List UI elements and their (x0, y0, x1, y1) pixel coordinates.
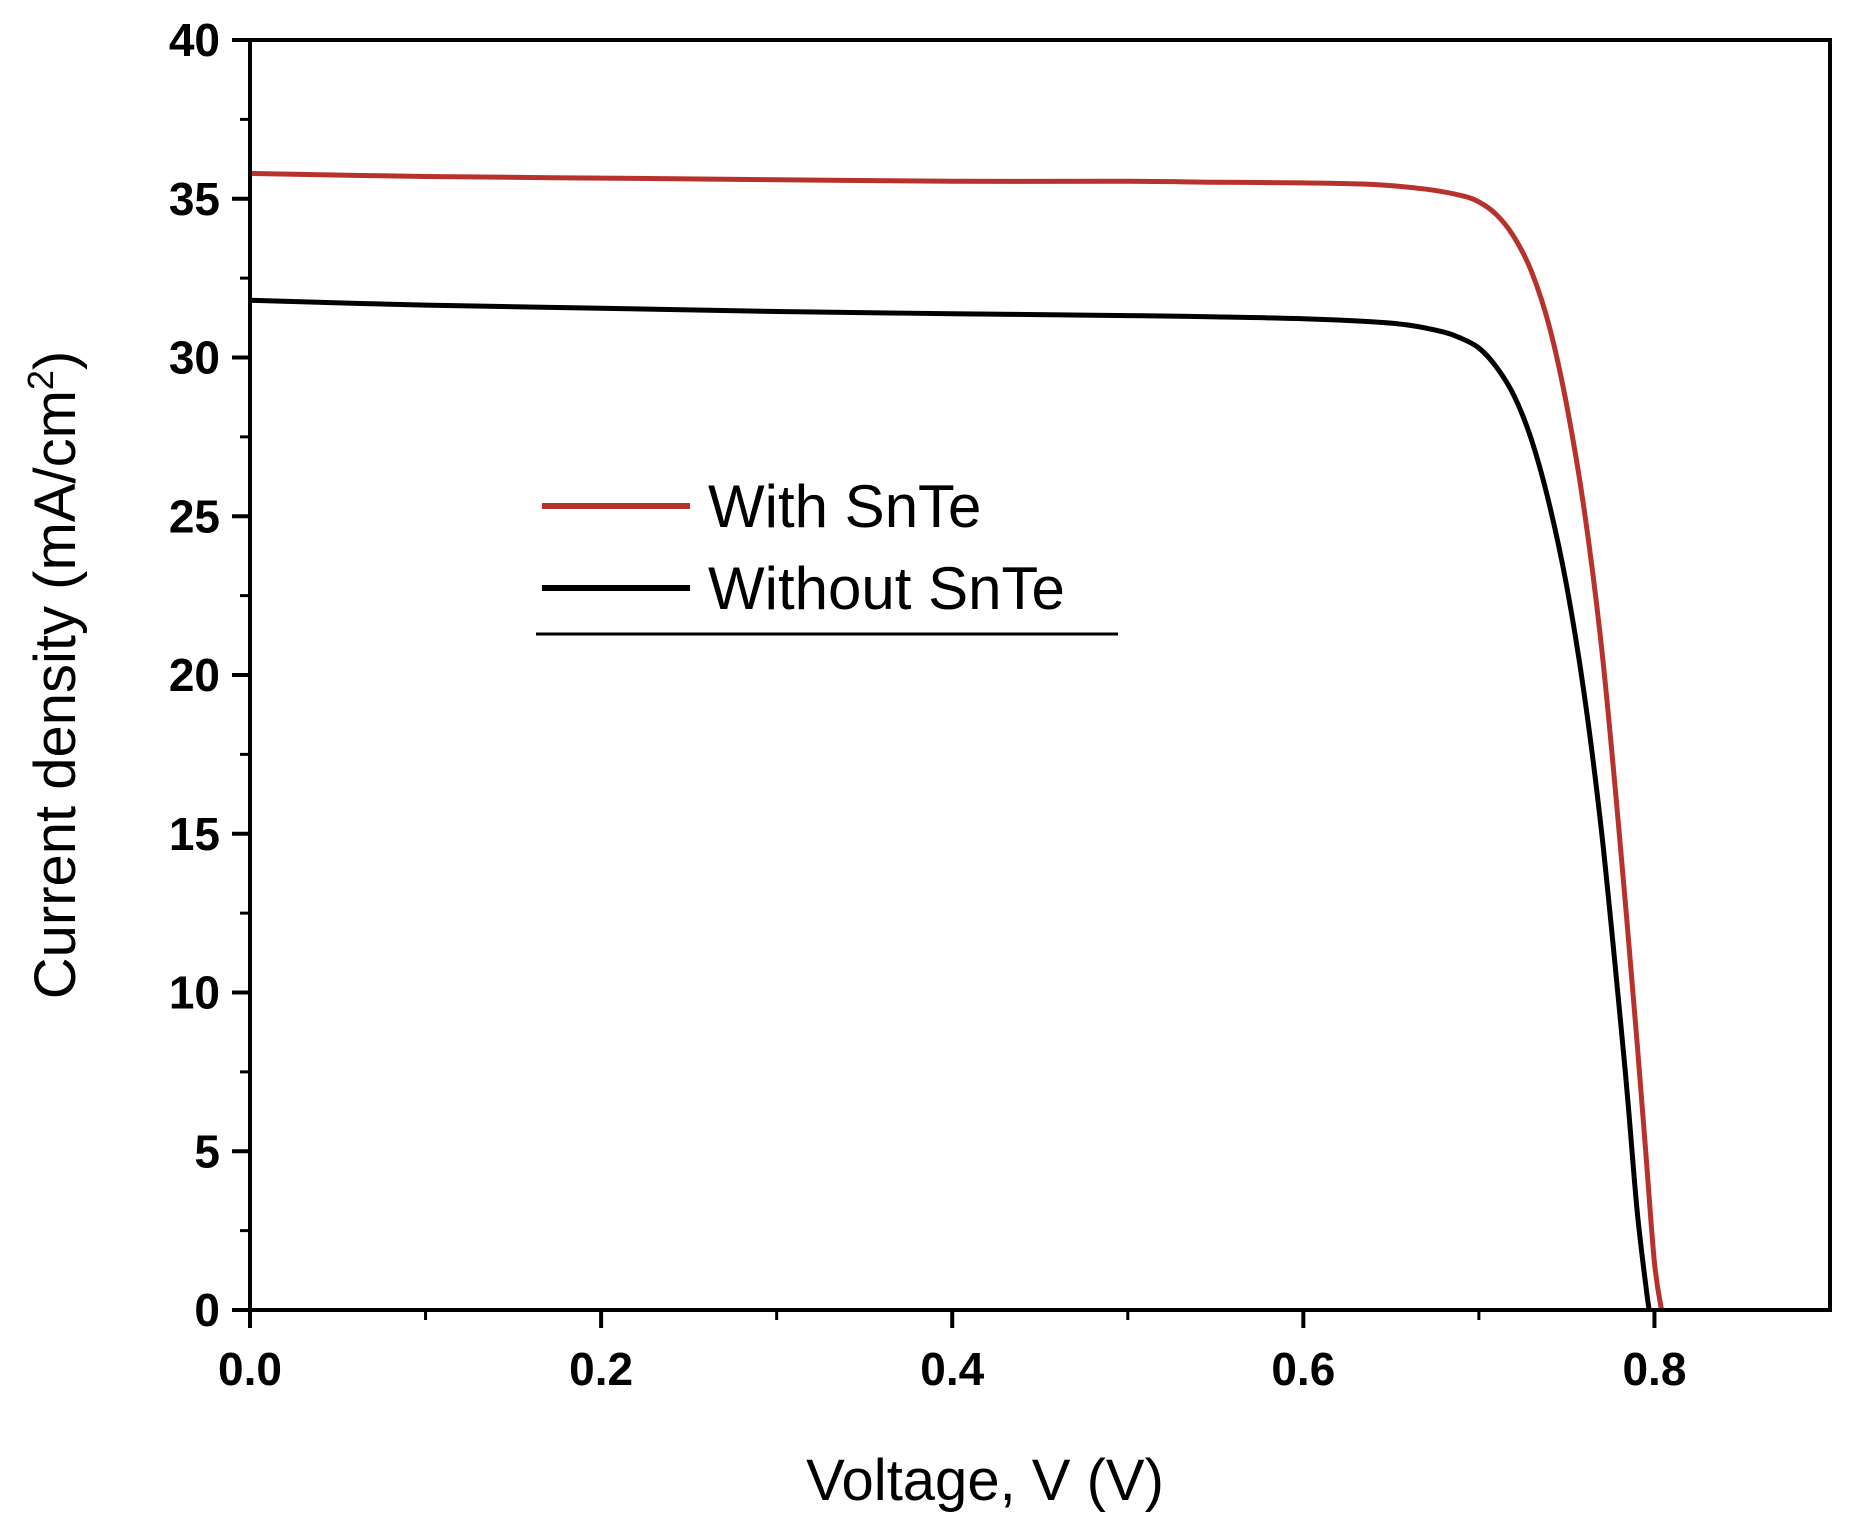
y-tick-label: 20 (169, 649, 220, 701)
series-line-without-snte (249, 297, 1652, 1311)
y-tick-label: 35 (169, 173, 220, 225)
legend-label-with-snte: With SnTe (708, 473, 981, 540)
y-axis-title-tail: ) (23, 351, 88, 370)
x-tick-label: 0.0 (218, 1343, 282, 1395)
y-tick-label: 40 (169, 14, 220, 66)
tick-layer: 0.0 0.2 0.4 0.6 0.8 0 5 10 15 20 25 30 35 40 (169, 14, 1687, 1395)
y-tick-label: 15 (169, 808, 220, 860)
y-tick-label: 5 (194, 1125, 220, 1177)
y-tick-label: 30 (169, 332, 220, 384)
y-axis-title-main: Current density (mA/cm (23, 390, 88, 999)
x-tick-label: 0.6 (1271, 1343, 1335, 1395)
y-axis-title-superscript: 2 (20, 370, 61, 390)
x-tick-label: 0.8 (1622, 1343, 1686, 1395)
series-line-with-snte (249, 170, 1664, 1311)
x-tick-label: 0.4 (920, 1343, 984, 1395)
y-tick-label: 25 (169, 490, 220, 542)
legend: With SnTe Without SnTe (536, 473, 1118, 636)
x-tick-label: 0.2 (569, 1343, 633, 1395)
series-layer (249, 170, 1664, 1311)
y-tick-label: 10 (169, 967, 220, 1019)
plot-frame (248, 38, 1832, 1312)
legend-label-without-snte: Without SnTe (708, 555, 1065, 622)
y-axis-title: Current density (mA/cm2) (20, 351, 88, 1000)
x-axis-title: Voltage, V (V) (806, 1448, 1164, 1513)
y-tick-label: 0 (194, 1284, 220, 1336)
